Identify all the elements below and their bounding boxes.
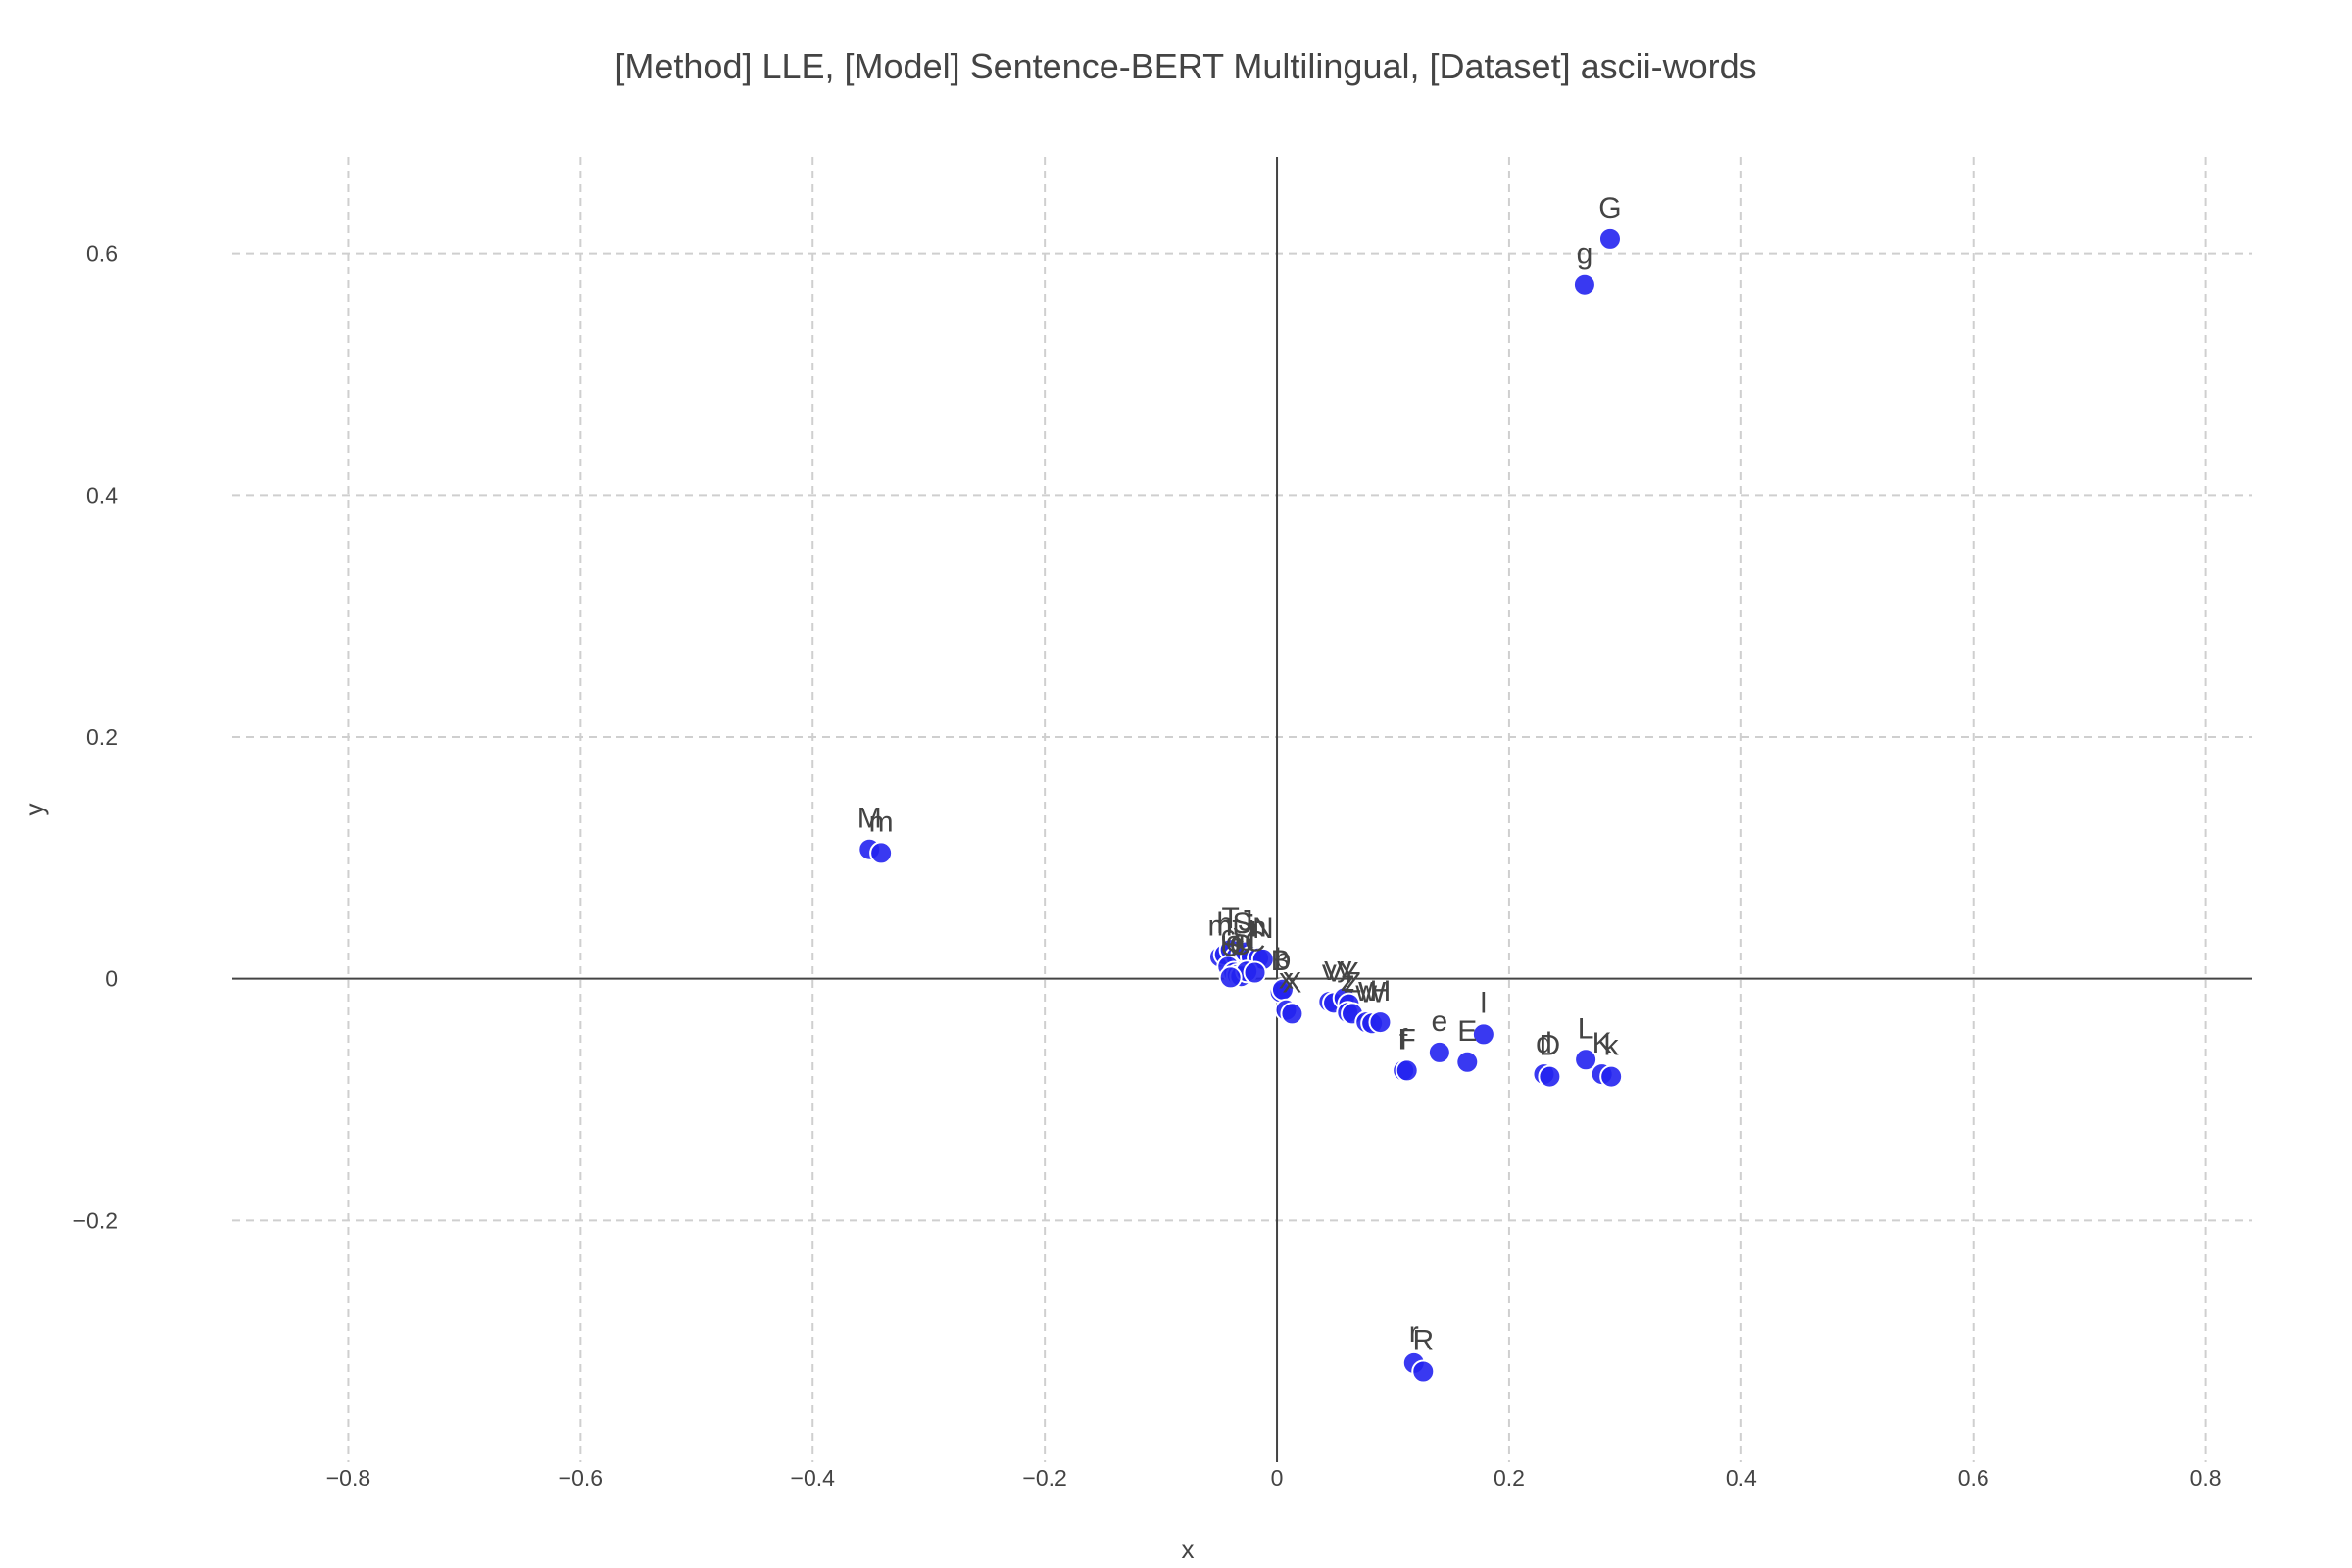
- point-label: m: [1207, 909, 1232, 942]
- y-axis-title: y: [20, 804, 49, 816]
- x-tick-label: 0.6: [1958, 1465, 1989, 1491]
- point-label: c: [1221, 919, 1236, 952]
- x-axis-title: x: [1182, 1535, 1195, 1564]
- data-point: [1218, 965, 1243, 990]
- point-label: R: [1412, 1325, 1434, 1357]
- point-label: j: [1248, 909, 1255, 942]
- x-tick-label: −0.6: [559, 1465, 603, 1491]
- point-label: d: [1536, 1027, 1552, 1059]
- x-tick-label: 0: [1271, 1465, 1284, 1491]
- point-label: C: [1245, 926, 1266, 958]
- x-tick-label: −0.4: [791, 1465, 836, 1491]
- point-label: F: [1398, 1023, 1416, 1055]
- data-point: [1574, 1048, 1598, 1072]
- point-label: Y: [1339, 957, 1358, 990]
- point-label: f: [1399, 1023, 1408, 1055]
- point-label: t: [1232, 909, 1241, 942]
- y-tick-label: 0.6: [86, 241, 118, 267]
- data-points: [858, 226, 1624, 1384]
- chart-title: [Method] LLE, [Model] Sentence-BERT Mult…: [614, 46, 1756, 86]
- point-label: V: [1324, 956, 1344, 988]
- point-label: K: [1592, 1027, 1612, 1059]
- point-label: S: [1232, 907, 1251, 940]
- point-label: O: [1230, 929, 1252, 961]
- point-label: U: [1220, 930, 1242, 962]
- point-label: T: [1221, 903, 1239, 935]
- y-tick-label: −0.2: [74, 1207, 118, 1233]
- x-tick-labels: −0.8 −0.6 −0.4 −0.2 0 0.2 0.4 0.6 0.8: [326, 1465, 2222, 1491]
- data-point: [1538, 1064, 1562, 1089]
- point-label: m: [869, 806, 894, 838]
- point-label: s: [1230, 928, 1245, 960]
- data-point: [1243, 960, 1267, 985]
- point-label: N: [1252, 912, 1274, 945]
- point-label: B: [1271, 945, 1291, 977]
- point-label: G: [1598, 192, 1621, 224]
- data-point: [1572, 272, 1596, 297]
- x-tick-label: 0.4: [1726, 1465, 1757, 1491]
- point-label: u: [1239, 924, 1255, 956]
- point-label: v: [1322, 955, 1337, 987]
- data-point: [869, 841, 894, 865]
- y-tick-label: 0: [105, 966, 118, 992]
- point-label: E: [1457, 1015, 1477, 1048]
- point-label: y: [1337, 951, 1351, 983]
- point-label: x: [1279, 963, 1294, 996]
- data-point: [1427, 1040, 1451, 1064]
- y-tick-label: 0.2: [86, 724, 118, 750]
- point-label: h: [1216, 907, 1233, 940]
- point-label: H: [1370, 975, 1392, 1007]
- x-tick-label: 0.2: [1494, 1465, 1525, 1491]
- point-label: k: [1604, 1030, 1620, 1062]
- point-label: L: [1578, 1012, 1594, 1045]
- point-label: W: [1358, 976, 1387, 1008]
- y-tick-label: 0.4: [86, 482, 118, 508]
- point-label: M: [858, 803, 882, 835]
- point-label: Z: [1344, 966, 1361, 999]
- data-point: [1597, 226, 1622, 251]
- grid-lines: [232, 157, 2252, 1462]
- point-label: n: [1250, 911, 1267, 944]
- point-label: l: [1481, 987, 1488, 1019]
- x-tick-label: 0.8: [2190, 1465, 2222, 1491]
- x-tick-label: −0.2: [1022, 1465, 1066, 1491]
- point-label: J: [1239, 906, 1253, 938]
- point-label: o: [1226, 926, 1243, 958]
- point-label: z: [1341, 965, 1355, 998]
- data-point: [1368, 1010, 1393, 1035]
- point-label: g: [1577, 238, 1593, 270]
- data-point: [1280, 1002, 1304, 1026]
- zero-lines: [232, 157, 2252, 1462]
- data-point: [1411, 1359, 1436, 1384]
- data-point: [1471, 1022, 1495, 1047]
- point-label: r: [1409, 1316, 1419, 1348]
- point-label: w: [1354, 975, 1377, 1007]
- data-point: [1395, 1058, 1419, 1083]
- data-point: [1599, 1064, 1624, 1089]
- y-tick-labels: −0.2 0 0.2 0.4 0.6: [74, 241, 119, 1234]
- x-tick-label: −0.8: [326, 1465, 370, 1491]
- point-label: D: [1540, 1030, 1561, 1062]
- point-label: e: [1432, 1005, 1448, 1038]
- point-label: b: [1275, 943, 1292, 975]
- data-point: [1455, 1050, 1480, 1074]
- point-label: X: [1282, 966, 1301, 999]
